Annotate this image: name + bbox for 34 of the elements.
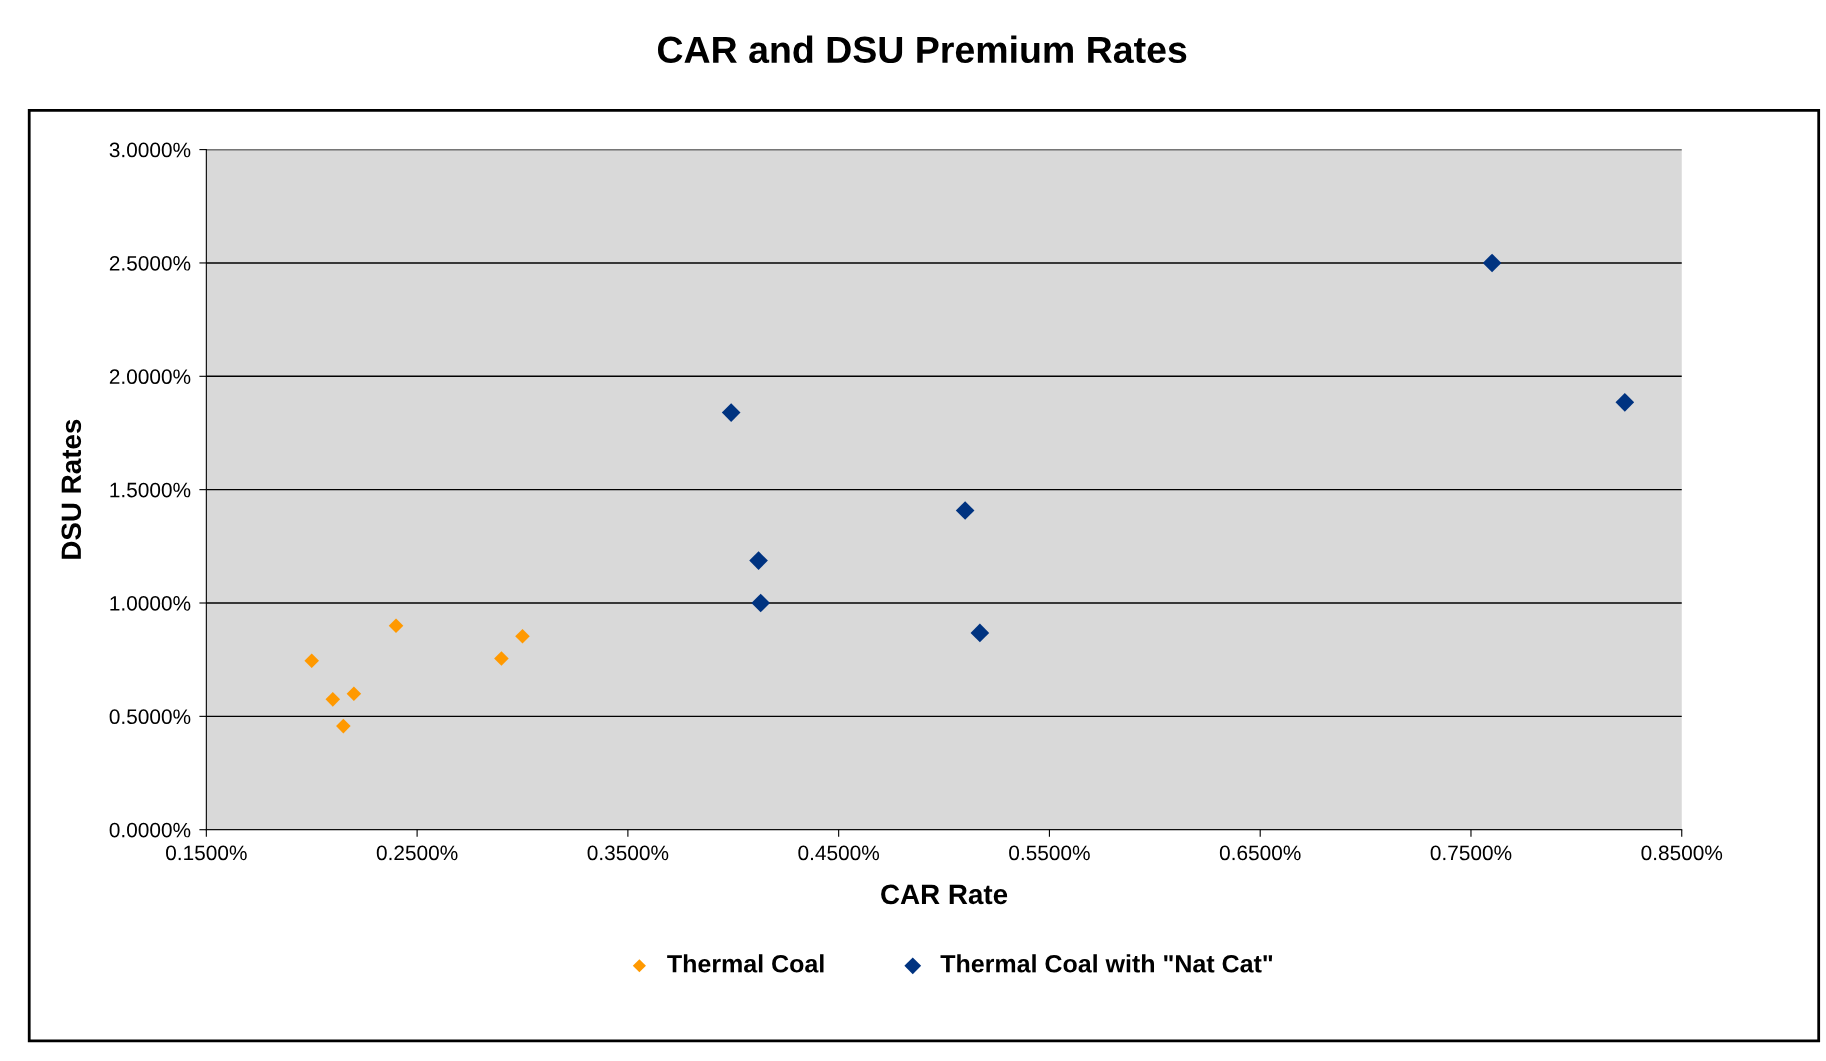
chart-title: CAR and DSU Premium Rates: [657, 35, 1187, 64]
point: [1615, 393, 1635, 412]
x-tick-label: 0.6500%: [1219, 845, 1301, 861]
point: [304, 653, 320, 669]
legend-label: Thermal Coal with "Nat Cat": [940, 954, 1273, 973]
y-tick-label: 1.5000%: [110, 482, 191, 498]
y-axis-title: DSU Rates: [61, 419, 82, 559]
y-tick-label: 2.0000%: [109, 369, 191, 385]
point: [751, 593, 770, 613]
y-tick-label: 1.0000%: [110, 596, 191, 611]
x-tick-label: 0.2500%: [376, 845, 458, 861]
point: [336, 718, 351, 734]
point: [325, 692, 341, 707]
y-tick-label: 2.5000%: [109, 255, 191, 271]
legend-label: Thermal Coal: [667, 954, 824, 973]
x-tick-label: 0.8500%: [1641, 845, 1723, 861]
point: [515, 629, 530, 644]
point: [388, 618, 404, 633]
point: [494, 651, 509, 666]
point: [1482, 253, 1502, 273]
y-tick-label: 0.5000%: [109, 709, 191, 725]
x-tick-label: 0.7500%: [1430, 845, 1512, 861]
point: [346, 686, 362, 701]
point: [970, 623, 990, 643]
x-tick-label: 0.5500%: [1009, 845, 1090, 861]
point: [955, 501, 975, 520]
point: [721, 403, 741, 422]
x-tick-label: 0.1500%: [166, 845, 247, 861]
y-tick-label: 3.0000%: [109, 142, 191, 158]
y-tick-label: 0.0000%: [109, 822, 191, 838]
point: [749, 551, 768, 570]
x-tick-label: 0.3500%: [587, 845, 669, 861]
x-axis-title: CAR Rate: [881, 884, 1008, 905]
x-tick-label: 0.4500%: [798, 845, 880, 861]
